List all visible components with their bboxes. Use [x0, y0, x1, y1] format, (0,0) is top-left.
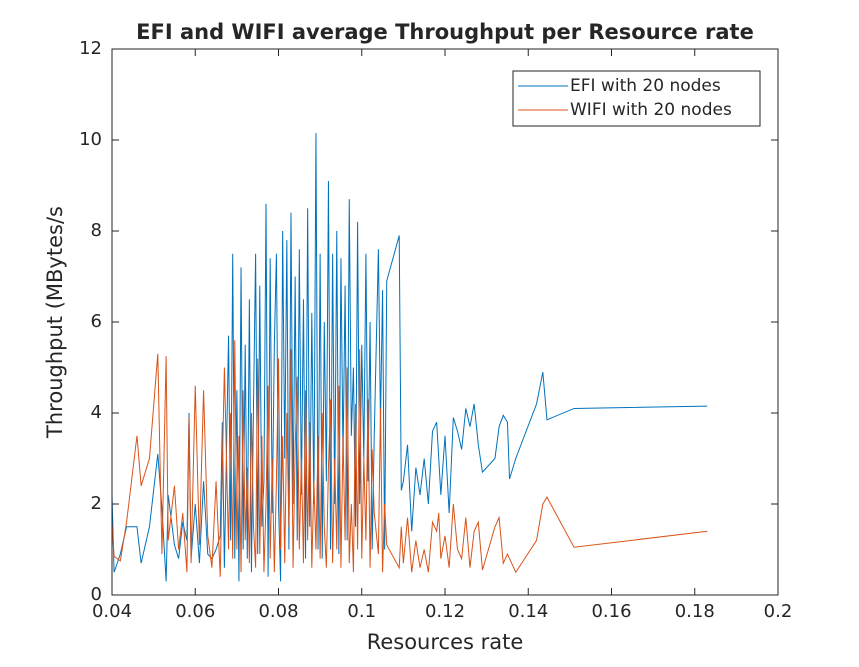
y-tick-label: 6: [91, 311, 102, 332]
x-tick-label: 0.2: [764, 601, 793, 622]
x-tick-label: 0.04: [92, 601, 132, 622]
x-tick-label: 0.08: [258, 601, 298, 622]
legend-label: EFI with 20 nodes: [570, 76, 721, 96]
y-tick-label: 4: [91, 402, 102, 423]
x-tick-label: 0.18: [675, 601, 715, 622]
x-tick-label: 0.06: [175, 601, 215, 622]
x-axis-label: Resources rate: [367, 630, 524, 654]
legend-box: [512, 70, 761, 127]
y-tick-label: 8: [91, 220, 102, 241]
x-tick-label: 0.12: [425, 601, 465, 622]
y-tick-label: 12: [79, 38, 102, 59]
y-tick-label: 2: [91, 493, 102, 514]
series-line: [111, 340, 708, 577]
plot-area: [112, 49, 778, 595]
x-tick-label: 0.16: [591, 601, 631, 622]
y-tick-label: 0: [91, 584, 102, 605]
y-axis-label: Throughput (MBytes/s: [43, 206, 67, 439]
x-tick-label: 0.14: [508, 601, 548, 622]
chart-title: EFI and WIFI average Throughput per Reso…: [136, 20, 754, 44]
x-tick-label: 0.1: [347, 601, 376, 622]
legend: EFI with 20 nodes WIFI with 20 nodes: [512, 70, 761, 127]
y-tick-label: 10: [79, 129, 102, 150]
series-line: [111, 133, 708, 582]
legend-label: WIFI with 20 nodes: [570, 100, 732, 120]
